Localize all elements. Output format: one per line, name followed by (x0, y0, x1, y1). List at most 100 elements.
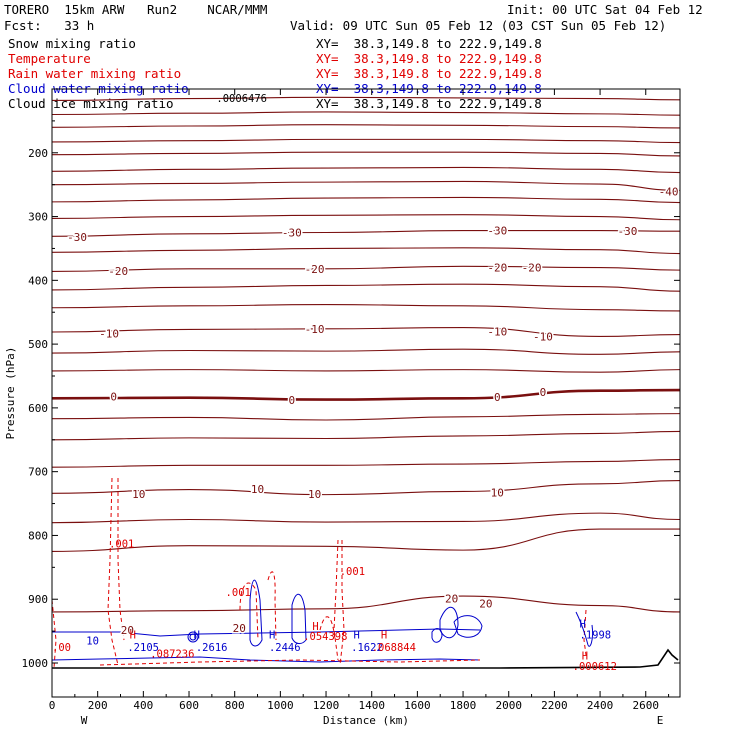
isotherm-line (51, 369, 681, 373)
hydrometeor-label: H (381, 629, 387, 641)
hydrometeor-label: .068844 (372, 642, 416, 654)
hydrometeor-label: H (269, 629, 275, 641)
isotherm-label: 10 (308, 488, 321, 501)
x-axis-label: Distance (km) (323, 714, 409, 727)
isotherm-line (51, 458, 681, 468)
hydrometeor-label: .000612 (573, 661, 617, 673)
hydrometeor-label: .1622 (351, 642, 383, 654)
x-tick-label: 1600 (404, 699, 431, 712)
hydrometeor-label: 10 (86, 636, 99, 648)
x-tick-label: 200 (88, 699, 108, 712)
hydrometeor-label: .001 (109, 539, 134, 551)
x-tick-label: 400 (133, 699, 153, 712)
isotherm-line (51, 283, 681, 292)
hydrometeor-label: .001 (340, 566, 365, 578)
hydrometeor-label: .054398 (303, 631, 347, 643)
hydrometeor-label: H (580, 618, 586, 630)
hydrometeor-label: H (312, 621, 318, 633)
hydrometeor-labels: .001.001.001.0006476H.2105.087236H.2616H… (52, 93, 617, 673)
isotherm-line (51, 151, 681, 157)
isotherm-line (51, 111, 681, 116)
isotherm-line (51, 595, 681, 613)
isotherm-line (51, 196, 681, 204)
isotherm-label: 20 (479, 598, 492, 611)
isotherm-line (51, 304, 681, 312)
x-tick-label: 1000 (267, 699, 294, 712)
hydrometeor-label: .0006476 (216, 93, 267, 105)
isotherm-label: 0 (494, 391, 501, 404)
isotherm-label: 10 (251, 483, 264, 496)
hydrometeor-label: .00 (52, 642, 71, 654)
isotherm-line (51, 430, 681, 441)
hydrometeor-label: .1998 (580, 629, 612, 641)
isotherm-label: -10 (487, 325, 507, 338)
x-tick-label: 1800 (450, 699, 477, 712)
plot-frame (51, 88, 681, 698)
east-end-label: E (657, 714, 664, 727)
hydrometeor-label: H (130, 629, 136, 641)
isotherm-label: -40 (659, 186, 679, 199)
isotherm-label: 0 (110, 390, 117, 403)
isotherm-label: 10 (491, 487, 504, 500)
init-time: Init: 00 UTC Sat 04 Feb 12 (507, 2, 703, 17)
x-tick-label: 2200 (541, 699, 568, 712)
isotherm-label: -20 (108, 265, 128, 278)
hydrometeor-label: .2105 (127, 642, 159, 654)
isotherm-label: 0 (288, 394, 295, 407)
isotherm-line (51, 124, 681, 129)
y-tick-label: 500 (28, 338, 48, 351)
isotherm-label: -10 (99, 327, 119, 340)
isotherm-label: -30 (282, 227, 302, 240)
isotherm-label: -30 (67, 231, 87, 244)
y-tick-label: 400 (28, 274, 48, 287)
isotherm-label: 0 (540, 386, 547, 399)
y-tick-label: 1000 (22, 657, 49, 670)
west-end-label: W (81, 714, 88, 727)
isotherm-line (51, 388, 681, 401)
x-tick-label: 1200 (313, 699, 340, 712)
y-tick-label: 300 (28, 211, 48, 224)
isotherm-line (51, 96, 681, 102)
x-tick-label: 0 (49, 699, 56, 712)
isotherm-line (51, 265, 681, 272)
isotherm-labels: -40 -30 -30 -30 -30 -20 -20 -20 -20 -10 -10 -10 -10 0… (66, 184, 680, 638)
x-tick-label: 2000 (495, 699, 522, 712)
isotherm-label: -20 (305, 263, 325, 276)
isotherm-label: -10 (305, 323, 325, 336)
x-tick-label: 1400 (358, 699, 385, 712)
hydrometeor-label: .2446 (269, 642, 301, 654)
isotherm-line (51, 326, 681, 338)
terrain-surface-line (52, 648, 679, 669)
field-temperature-xy: XY= 38.3,149.8 to 222.9,149.8 (316, 51, 542, 66)
field-cloud-ice-xy: XY= 38.3,149.8 to 222.9,149.8 (316, 96, 542, 111)
forecast-hour: Fcst: 33 h (4, 18, 95, 33)
hydrometeor-label: H (582, 650, 588, 662)
isotherm-label: -20 (522, 262, 542, 275)
isotherm-line (51, 180, 681, 191)
isotherm-label: 20 (233, 622, 246, 635)
isotherm-label: 20 (121, 624, 134, 637)
hydrometeor-contour-layer (51, 477, 593, 669)
isotherm-line (51, 348, 681, 355)
field-rain-name: Rain water mixing ratio (8, 66, 182, 81)
hydrometeor-label: H (353, 629, 359, 641)
hydrometeor-label: H (194, 629, 200, 641)
x-tick-label: 2400 (587, 699, 614, 712)
x-tick-label: 800 (225, 699, 245, 712)
isotherm-line (51, 413, 681, 421)
isotherm-line (51, 512, 681, 524)
valid-time: Valid: 09 UTC Sun 05 Feb 12 (03 CST Sun … (290, 18, 667, 33)
hydrometeor-label: .001 (226, 587, 251, 599)
y-tick-label: 700 (28, 466, 48, 479)
isotherm-line (51, 138, 681, 144)
isotherm-layer (51, 96, 681, 613)
hydrometeor-label: .087236 (150, 648, 194, 660)
y-tick-label: 600 (28, 402, 48, 415)
hydrometeor-label: .2616 (196, 642, 228, 654)
isotherm-line (51, 480, 681, 496)
isotherm-line (51, 528, 680, 552)
model-title: TORERO 15km ARW Run2 NCAR/MMM (4, 2, 268, 17)
isotherm-label: 10 (132, 488, 145, 501)
